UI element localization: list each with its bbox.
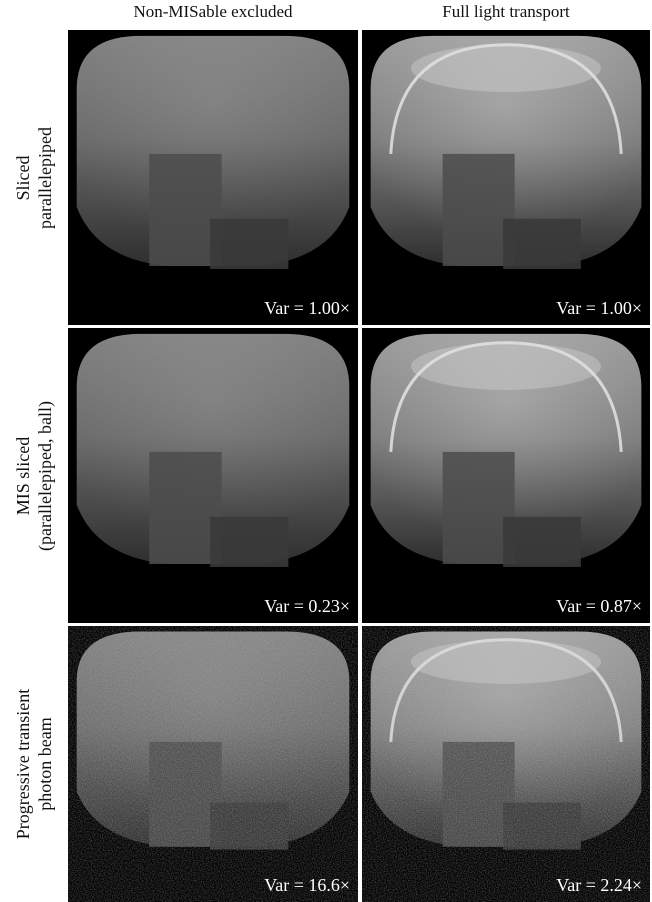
- variance-label: Var = 1.00×: [264, 298, 350, 319]
- render-image: Var = 16.6×: [68, 626, 358, 902]
- row-label-line: parallelepiped: [34, 127, 56, 229]
- column-header: Non-MISable excluded: [68, 2, 358, 22]
- variance-label: Var = 16.6×: [264, 875, 350, 896]
- render: [68, 626, 358, 902]
- row-label-line: MIS sliced: [12, 401, 34, 551]
- render: [362, 626, 650, 902]
- render-image: Var = 0.87×: [362, 328, 650, 623]
- render-image: Var = 0.23×: [68, 328, 358, 623]
- row-label-line: photon beam: [34, 689, 56, 839]
- render: [362, 328, 650, 623]
- render-image: Var = 1.00×: [362, 30, 650, 325]
- variance-label: Var = 0.87×: [556, 596, 642, 617]
- render: [68, 30, 358, 325]
- figure: {"columns": ["Non-MISable excluded", "Fu…: [0, 0, 652, 902]
- render: [362, 30, 650, 325]
- render-image: Var = 1.00×: [68, 30, 358, 325]
- variance-label: Var = 1.00×: [556, 298, 642, 319]
- row-label-line: Progressive transient: [12, 689, 34, 839]
- variance-label: Var = 2.24×: [556, 875, 642, 896]
- row-label-line: Sliced: [12, 127, 34, 229]
- variance-label: Var = 0.23×: [264, 596, 350, 617]
- row-label-text: MIS sliced(parallelepiped, ball): [12, 401, 56, 551]
- render-image: Var = 2.24×: [362, 626, 650, 902]
- render: [68, 328, 358, 623]
- row-label-line: (parallelepiped, ball): [34, 401, 56, 551]
- row-label: MIS sliced(parallelepiped, ball): [0, 328, 68, 623]
- column-header: Full light transport: [362, 2, 650, 22]
